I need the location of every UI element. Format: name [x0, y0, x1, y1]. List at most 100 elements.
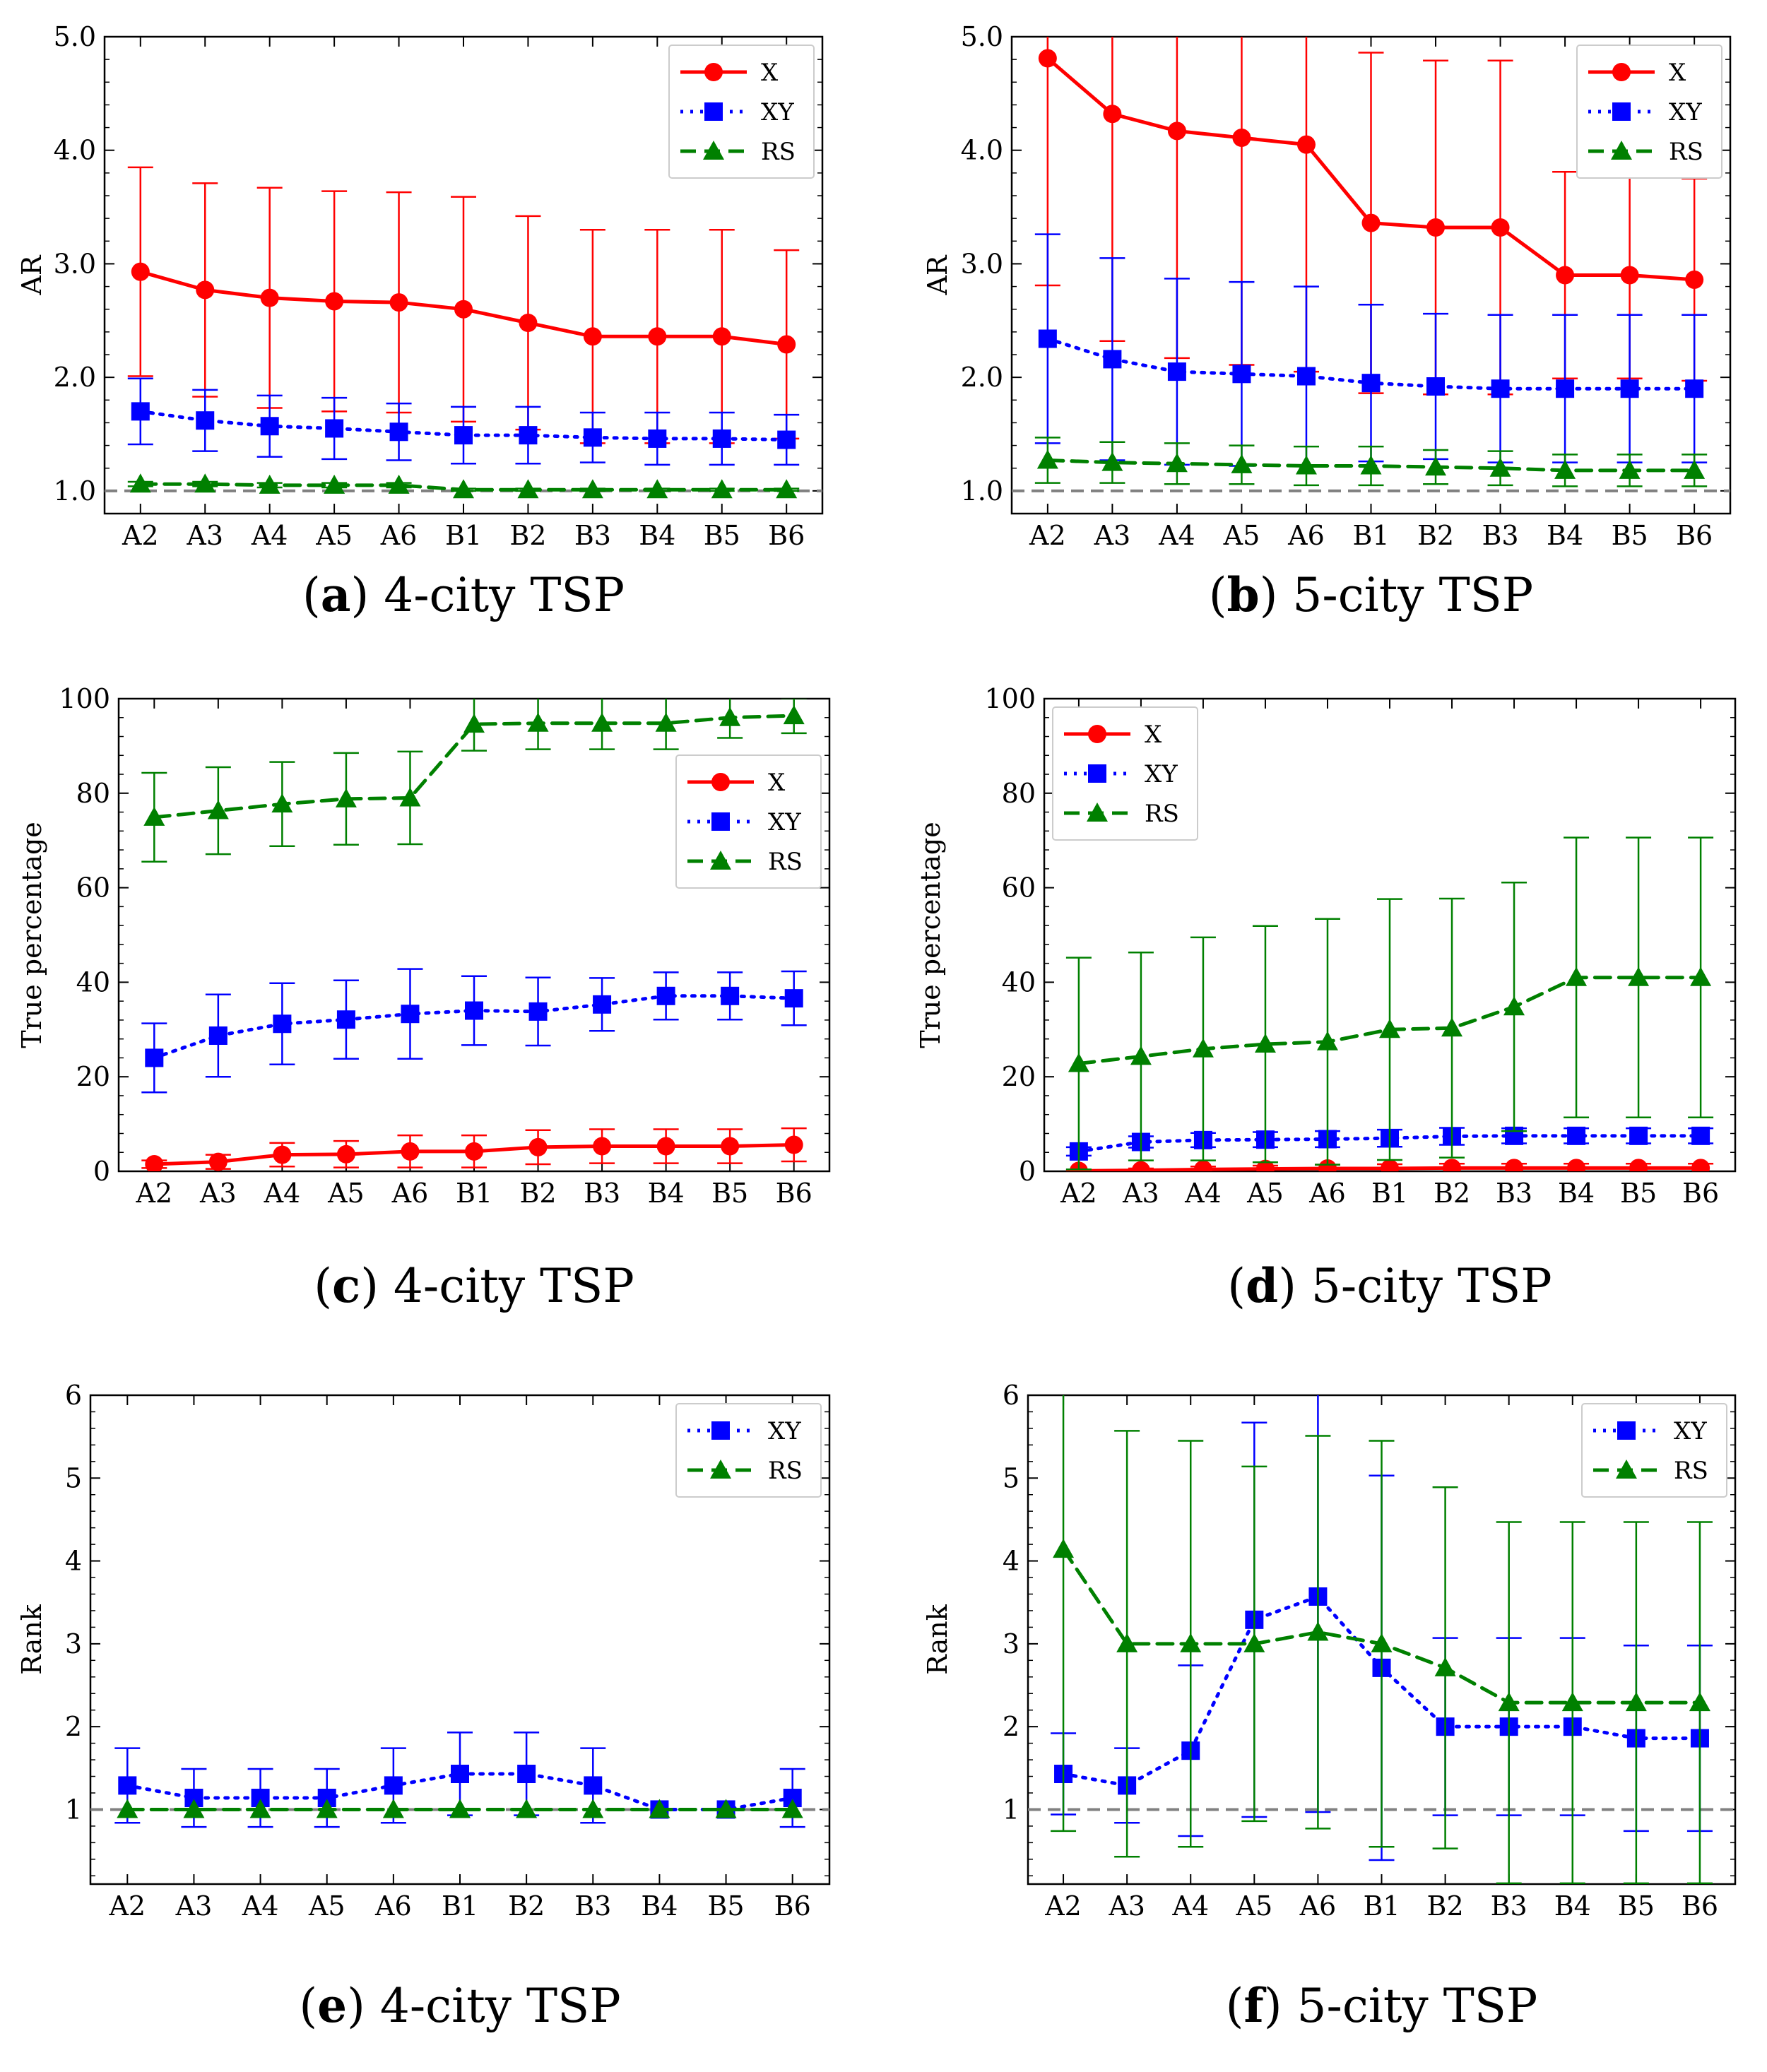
data-point [117, 1799, 138, 1818]
data-point [519, 426, 538, 445]
x-tick-label: A2 [1044, 1890, 1082, 1922]
chart-panel-b: 1.0 2.0 3.0 4.0 5.0 A2 A3 A4 A5 A6 B1 B2 B3 B4 B5 B6 AR X… [922, 21, 1732, 622]
y-tick-label: 3.0 [54, 248, 96, 279]
legend-label: X [1145, 721, 1162, 749]
data-point [1371, 1633, 1393, 1652]
x-tick-label: B2 [508, 1890, 545, 1922]
panel-caption: (d) 5-city TSP [1227, 1258, 1552, 1313]
data-point [528, 1002, 548, 1021]
caption-text: ) 5-city TSP [1260, 568, 1534, 622]
x-tick-label: A2 [135, 1178, 172, 1209]
x-tick-label: B5 [1620, 1178, 1657, 1209]
data-point [143, 806, 165, 826]
data-point [1180, 1633, 1202, 1652]
x-tick-label: B3 [574, 1890, 611, 1922]
y-tick-label: 80 [1002, 778, 1036, 809]
data-point [1684, 459, 1706, 479]
data-point [145, 1048, 164, 1067]
data-point [784, 1135, 803, 1154]
caption-text: ) 5-city TSP [1264, 1979, 1538, 2033]
y-tick-label: 4.0 [54, 135, 96, 166]
data-point [1489, 457, 1511, 477]
data-point [1498, 1692, 1520, 1712]
data-point [1556, 266, 1575, 285]
data-point [1426, 377, 1446, 396]
x-tick-label: A5 [315, 520, 353, 551]
data-point [196, 280, 215, 300]
x-tick-label: B6 [1682, 1178, 1719, 1209]
data-point [1038, 329, 1057, 348]
series-x [141, 1127, 807, 1171]
legend-label: XY [761, 98, 794, 126]
caption-letter: e [317, 1978, 347, 2033]
y-tick-label: 1 [65, 1794, 82, 1825]
legend: X XY RS [675, 754, 822, 889]
y-tick-label: 5 [65, 1462, 82, 1493]
data-point [656, 986, 675, 1005]
x-tick-label: A4 [1171, 1890, 1209, 1922]
data-point [655, 712, 677, 732]
data-point [1103, 105, 1122, 124]
data-point [781, 1799, 803, 1818]
x-tick-label: B6 [768, 520, 805, 551]
data-point [1316, 1031, 1338, 1050]
data-point [1193, 1160, 1212, 1171]
x-tick-label: A4 [242, 1890, 279, 1922]
series-line [138, 409, 788, 442]
data-point [591, 712, 613, 732]
data-point [453, 479, 474, 499]
data-point [335, 788, 357, 807]
legend-marker [1617, 1421, 1636, 1440]
data-point [1296, 135, 1316, 154]
data-point [719, 706, 741, 726]
data-point [325, 419, 344, 438]
series-rs [1065, 836, 1714, 1171]
x-tick-label: B5 [1618, 1890, 1655, 1922]
data-point [1116, 1633, 1138, 1652]
data-point [1167, 122, 1186, 141]
data-point [1691, 1159, 1710, 1171]
y-tick-label: 6 [65, 1380, 82, 1411]
data-point [449, 1799, 471, 1818]
caption-open-paren: ( [302, 568, 321, 622]
data-point [1443, 1159, 1462, 1171]
panel-caption: (f) 5-city TSP [1226, 1978, 1538, 2033]
data-point [1567, 1126, 1586, 1145]
data-point [260, 417, 279, 436]
data-point [260, 288, 279, 307]
x-tick-label: A3 [1122, 1178, 1159, 1209]
y-tick-label: 2.0 [961, 362, 1003, 393]
series-xy [141, 968, 807, 1094]
panel-caption: (b) 5-city TSP [1209, 567, 1533, 622]
data-point [1491, 218, 1510, 237]
x-tick-label: A5 [1236, 1890, 1273, 1922]
series-rs [1051, 1395, 1713, 1884]
legend-label: XY [768, 1417, 801, 1445]
y-tick-label: 3 [1003, 1628, 1020, 1659]
series-rs [1034, 437, 1708, 487]
x-tick-label: B3 [1491, 1890, 1527, 1922]
y-axis-label: True percentage [16, 822, 47, 1048]
data-point [648, 429, 667, 448]
series-rs [117, 1799, 803, 1818]
x-tick-label: B4 [1554, 1890, 1591, 1922]
y-tick-label: 4 [1003, 1546, 1020, 1577]
x-tick-label: B4 [1558, 1178, 1595, 1209]
legend: X XY RS [1052, 706, 1198, 841]
x-tick-label: A4 [1158, 520, 1195, 551]
x-tick-label: A5 [327, 1178, 365, 1209]
x-tick-label: B6 [1676, 520, 1713, 551]
data-point [451, 1765, 469, 1784]
data-point [389, 293, 408, 312]
data-point [465, 1001, 483, 1020]
y-axis-label: Rank [16, 1604, 47, 1675]
series-line [152, 714, 796, 819]
data-point [336, 1010, 355, 1029]
legend-label: RS [768, 1457, 803, 1485]
legend-marker [703, 141, 724, 160]
data-point [1130, 1046, 1152, 1065]
data-point [1425, 456, 1447, 476]
data-point [316, 1799, 338, 1818]
series-x [1065, 1159, 1714, 1171]
